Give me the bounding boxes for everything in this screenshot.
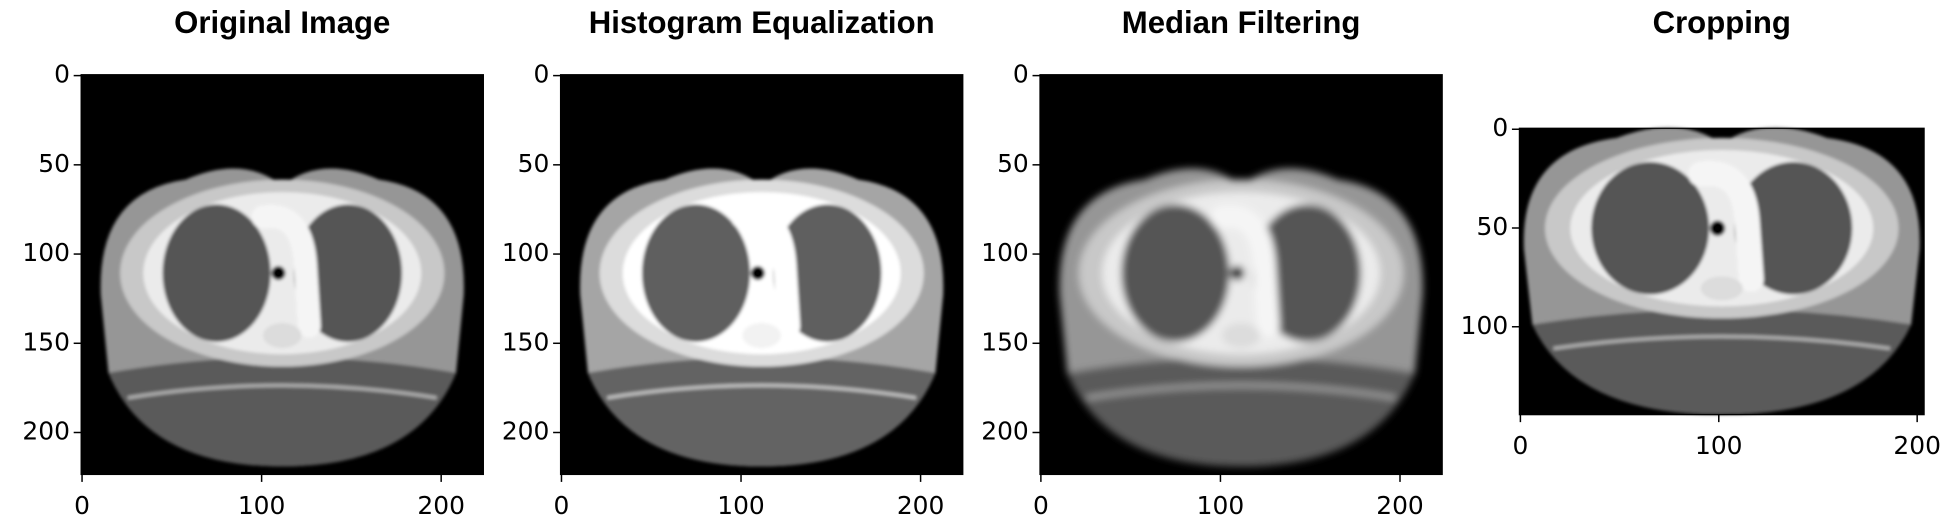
y-tick-label: 0 [1492,113,1508,142]
x-tick-label: 100 [717,491,765,520]
ct-stripe [1086,383,1396,400]
ct-aorta [1688,160,1764,292]
axes-frame [559,74,964,476]
y-tick-label: 200 [981,417,1029,446]
ct-lung-left [1121,204,1230,342]
ct-stripe [127,383,438,400]
x-tick-label: 100 [1695,431,1743,460]
x-tick-label: 100 [238,491,286,520]
ct-spine [742,323,781,348]
panel: Original Image 0 100 200 0 50 100 150 200 [22,5,484,520]
axes-frame [80,74,484,476]
panel-title: Cropping [1653,5,1791,40]
y-tick-label: 150 [22,327,70,356]
axes-frame [1518,127,1925,416]
ct-spine [1700,276,1743,301]
ct-table [587,357,936,467]
panel: Median Filtering 0 100 200 0 50 100 150 200 [981,5,1443,520]
ct-airway [1230,266,1245,281]
y-tick-label: 100 [1461,311,1509,340]
ct-spine [1221,323,1261,348]
ct-scan [580,168,944,467]
x-tick-label: 200 [897,491,945,520]
x-tick-label: 200 [1893,431,1941,460]
ct-airway [750,266,765,281]
y-tick-label: 0 [54,60,70,89]
ct-airway [1709,220,1726,236]
axes-frame [1039,74,1443,476]
y-tick-label: 200 [502,417,550,446]
ct-table [108,357,457,467]
x-tick-label: 100 [1197,491,1245,520]
ct-lung-right [293,204,402,342]
ct-scan [1523,127,1920,415]
x-tick-label: 0 [1033,491,1049,520]
ct-aorta [1210,204,1280,338]
y-tick-label: 100 [502,238,550,267]
y-tick-label: 200 [22,417,70,446]
panel-title: Histogram Equalization [589,5,935,40]
x-tick-label: 200 [417,491,465,520]
y-tick-label: 100 [981,238,1029,267]
ct-aorta [251,204,321,338]
x-tick-label: 0 [554,491,570,520]
y-tick-label: 50 [38,149,70,178]
ct-airway [271,266,286,281]
ct-lung-right [773,204,882,342]
y-tick-label: 50 [1477,212,1509,241]
y-tick-label: 0 [1013,60,1029,89]
ct-table [1532,309,1912,415]
x-tick-label: 0 [74,491,90,520]
panel-title: Median Filtering [1122,5,1361,40]
ct-stripe [606,383,917,400]
y-tick-label: 100 [22,238,70,267]
ct-lung-left [1591,162,1710,295]
y-tick-label: 150 [502,327,550,356]
ct-lung-right [1734,162,1853,295]
y-tick-label: 0 [534,60,550,89]
ct-aorta [730,204,801,338]
ct-scan [100,168,464,467]
ct-spine [262,323,302,348]
panel: Histogram Equalization 0 100 200 0 50 100 150 20… [502,5,964,520]
ct-table [1067,357,1415,467]
x-tick-label: 0 [1512,431,1528,460]
ct-stripe [1553,334,1891,351]
panel-title: Original Image [174,5,390,40]
x-tick-label: 200 [1376,491,1424,520]
ct-lung-left [641,204,751,342]
y-tick-label: 150 [981,327,1029,356]
y-tick-label: 50 [518,149,550,178]
panel: Cropping 0 100 200 0 50 100 [1461,5,1941,460]
y-tick-label: 50 [997,149,1029,178]
ct-lung-right [1252,204,1361,342]
ct-lung-left [162,204,271,342]
ct-scan [1059,168,1423,467]
